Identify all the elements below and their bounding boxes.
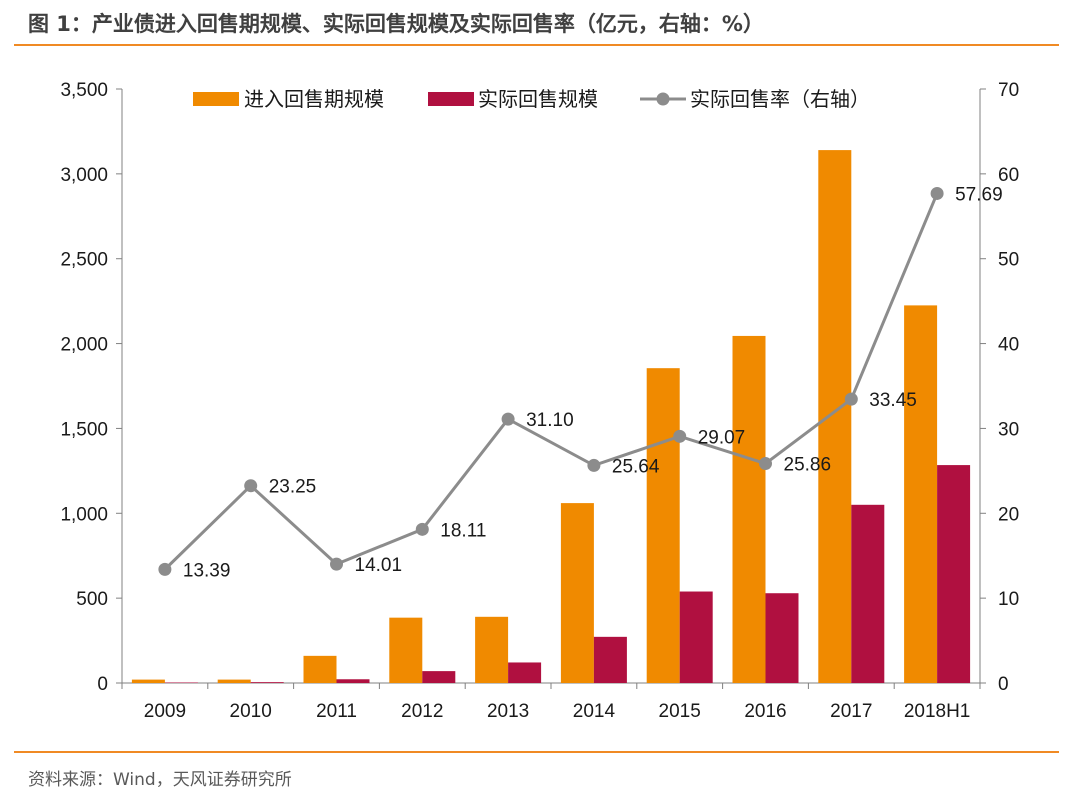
x-tick-label: 2018H1: [904, 701, 971, 722]
putback-rate-point-2016: [759, 457, 772, 471]
x-tick-label: 2009: [144, 701, 186, 722]
putback-rate-point-2014: [587, 458, 601, 472]
legend-swatch-entered: [193, 92, 239, 106]
right-tick-label: 20: [998, 504, 1019, 525]
bar-actual-putback-2015: [679, 591, 713, 683]
putback-rate-point-2010: [244, 479, 258, 493]
bar-entered-putback-2009: [131, 679, 165, 683]
bar-actual-putback-2014: [593, 636, 627, 683]
putback-rate-point-2013: [501, 412, 515, 426]
legend-label-entered: 进入回售期规模: [244, 88, 384, 111]
putback-rate-label: 14.01: [355, 555, 403, 576]
bar-actual-putback-2009: [164, 682, 198, 683]
x-tick-label: 2014: [573, 701, 616, 722]
bar-entered-putback-2011: [303, 655, 337, 683]
bar-actual-putback-2017: [851, 504, 885, 683]
putback-rate-point-2017: [844, 392, 858, 406]
right-tick-label: 40: [998, 335, 1019, 356]
title-divider: [14, 44, 1059, 46]
right-tick-label: 70: [998, 80, 1019, 101]
x-tick-label: 2012: [401, 701, 443, 722]
bar-actual-putback-2018H1: [937, 465, 971, 683]
right-tick-label: 0: [998, 674, 1009, 695]
bar-entered-putback-2012: [389, 617, 423, 683]
putback-rate-point-2011: [330, 557, 343, 571]
x-tick-label: 2010: [230, 701, 272, 722]
bar-entered-putback-2014: [560, 503, 594, 683]
bar-actual-putback-2012: [422, 671, 456, 683]
left-tick-label: 500: [76, 589, 108, 610]
bar-entered-putback-2016: [732, 335, 766, 683]
left-tick-label: 1,500: [60, 419, 108, 440]
putback-rate-label: 13.39: [183, 560, 231, 581]
putback-rate-point-2015: [673, 429, 687, 443]
putback-rate-label: 23.25: [269, 477, 317, 498]
bar-entered-putback-2013: [475, 616, 509, 683]
putback-rate-label: 31.10: [526, 410, 574, 431]
left-tick-label: 2,000: [60, 335, 108, 356]
putback-rate-point-2009: [158, 562, 172, 576]
left-tick-label: 3,500: [60, 80, 108, 101]
putback-rate-line: [163, 192, 939, 571]
putback-rate-label: 25.86: [784, 455, 832, 476]
legend-label-actual: 实际回售规模: [478, 88, 598, 111]
left-tick-label: 1,000: [60, 504, 108, 525]
x-tick-label: 2017: [830, 701, 872, 722]
legend-swatch-rate-marker: [656, 92, 670, 106]
bar-entered-putback-2010: [217, 679, 251, 683]
right-tick-label: 30: [998, 419, 1019, 440]
bar-actual-putback-2016: [765, 593, 799, 683]
putback-rate-label: 29.07: [698, 427, 746, 448]
left-tick-label: 0: [97, 674, 108, 695]
putback-rate-label: 33.45: [869, 390, 917, 411]
right-tick-label: 10: [998, 589, 1019, 610]
x-tick-label: 2015: [659, 701, 701, 722]
putback-rate-label: 25.64: [612, 456, 660, 477]
putback-rate-point-2012: [415, 522, 429, 536]
putback-rate-label: 57.69: [955, 184, 1003, 205]
bar-actual-putback-2013: [508, 662, 542, 683]
bar-entered-putback-2018H1: [904, 305, 938, 683]
chart: 0 500 1,000 1,500 2,000 2,500 3,000 3,500 0 10 20 3…: [60, 80, 1019, 722]
left-tick-label: 2,500: [60, 250, 108, 271]
bar-actual-putback-2010: [250, 682, 284, 683]
chart-title: 图 1：产业债进入回售期规模、实际回售规模及实际回售率（亿元，右轴：%）: [28, 12, 764, 36]
source-note: 资料来源：Wind，天风证券研究所: [28, 770, 292, 790]
legend-swatch-actual: [428, 92, 474, 106]
x-tick-label: 2011: [316, 701, 357, 722]
right-tick-label: 60: [998, 165, 1019, 186]
right-tick-label: 50: [998, 250, 1019, 271]
x-tick-label: 2016: [744, 701, 786, 722]
putback-rate-point-2018H1: [930, 186, 944, 200]
source-divider: [14, 751, 1059, 753]
bar-entered-putback-2015: [646, 368, 680, 683]
putback-rate-label: 18.11: [440, 520, 486, 541]
legend-label-rate: 实际回售率（右轴）: [690, 88, 870, 111]
x-tick-label: 2013: [487, 701, 529, 722]
bar-actual-putback-2011: [336, 679, 370, 683]
left-tick-label: 3,000: [60, 165, 108, 186]
bar-entered-putback-2017: [818, 150, 852, 683]
